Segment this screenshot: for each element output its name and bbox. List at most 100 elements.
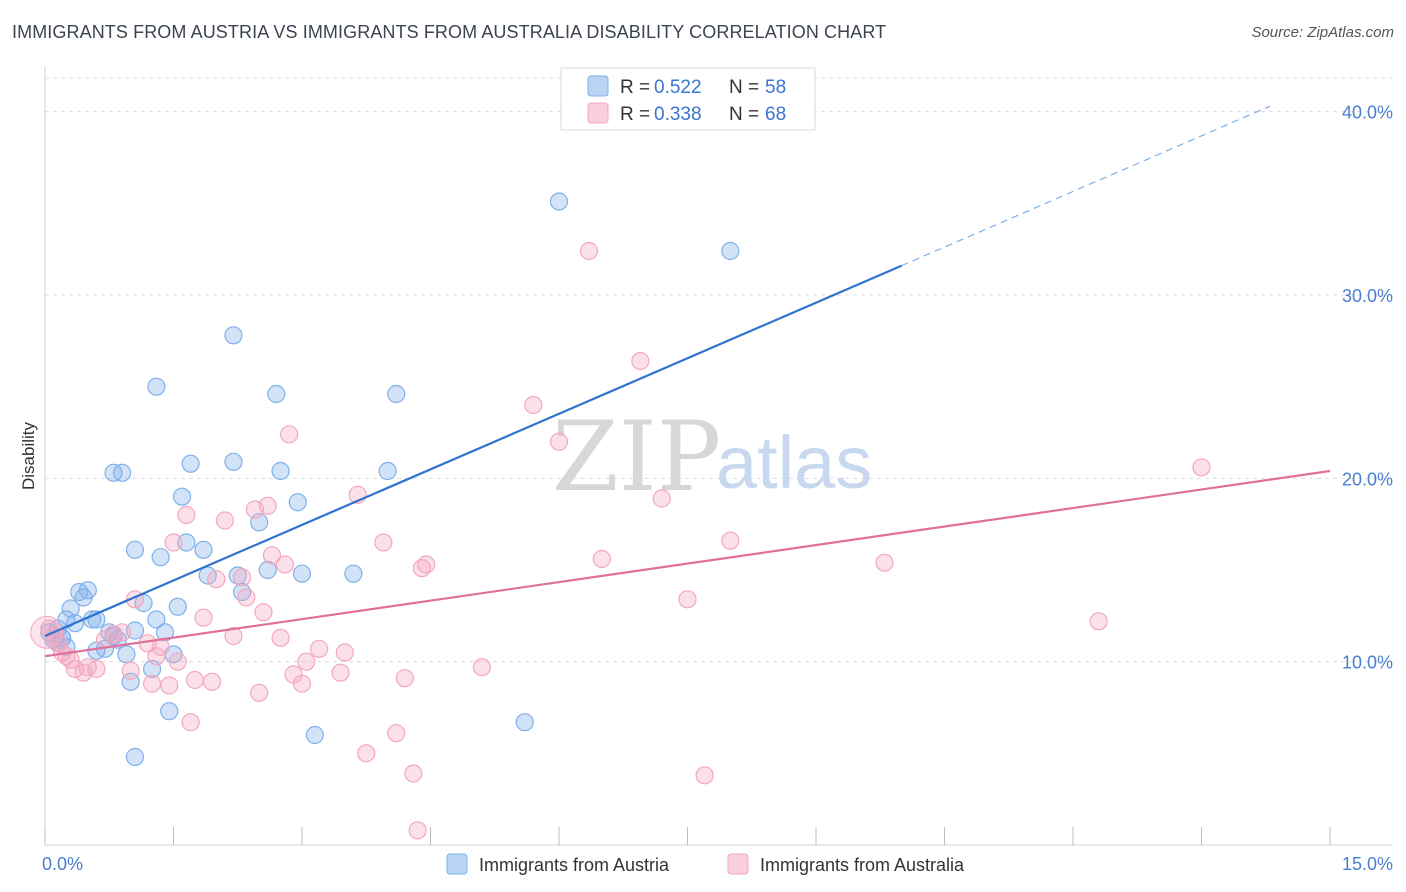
data-point-australia [357, 744, 376, 763]
x-tick-label: 0.0% [42, 854, 83, 874]
y-axis-label: Disability [19, 421, 38, 490]
data-point-australia [579, 241, 599, 261]
data-point-austria [267, 384, 286, 404]
data-point-australia [652, 489, 671, 508]
data-point-australia [1192, 458, 1211, 477]
data-point-austria [271, 461, 290, 481]
data-point-australia [121, 661, 140, 680]
data-point-austria [117, 645, 136, 664]
source-label: Source: ZipAtlas.com [1251, 24, 1394, 41]
data-point-austria [292, 564, 312, 583]
data-point-austria [258, 560, 277, 580]
y-tick-label: 20.0% [1342, 469, 1393, 489]
legend-r-label: R = [620, 104, 650, 125]
data-point-australia [185, 670, 205, 690]
data-point-australia [164, 533, 183, 552]
data-point-australia [142, 674, 162, 693]
data-point-austria [378, 461, 397, 481]
data-point-australia [177, 505, 196, 525]
data-point-austria [147, 610, 166, 629]
data-point-australia [207, 570, 226, 589]
data-point-austria [168, 597, 187, 616]
x-tick-labels: 0.0% 15.0% [42, 854, 1393, 874]
data-point-austria [104, 463, 123, 482]
y-tick-label: 40.0% [1342, 103, 1393, 123]
legend-n-label: N = [729, 104, 759, 125]
data-point-australia [224, 626, 243, 646]
correlation-legend: R = 0.522 N = 58 R = 0.338 N = 68 [560, 67, 816, 131]
data-point-austria [549, 192, 569, 211]
watermark: ZIP atlas [552, 401, 872, 513]
data-points [30, 192, 1211, 840]
watermark-atlas: atlas [716, 421, 872, 504]
data-point-austria [721, 241, 740, 261]
axes [44, 66, 1392, 846]
data-point-austria [224, 452, 243, 471]
data-point-australia [181, 713, 200, 732]
data-point-australia [331, 663, 350, 682]
data-point-australia [335, 643, 354, 662]
data-point-australia [194, 608, 213, 627]
data-point-austria [61, 599, 80, 618]
legend-n-value-austria: 58 [765, 77, 786, 98]
data-point-austria [224, 326, 243, 345]
data-point-austria [151, 548, 170, 567]
data-point-australia [678, 590, 697, 609]
data-point-australia [387, 724, 406, 743]
trend-line-austria-extension [901, 105, 1271, 267]
data-point-australia [280, 425, 299, 444]
data-point-australia [202, 672, 222, 691]
data-point-austria [515, 713, 534, 732]
data-point-austria [344, 564, 363, 583]
legend-swatch-australia [727, 853, 749, 875]
data-point-australia [237, 588, 256, 607]
data-point-australia [168, 652, 187, 671]
data-point-australia [258, 496, 277, 515]
data-point-cluster [30, 615, 64, 649]
data-point-australia [160, 676, 179, 695]
trend-line-austria [44, 264, 903, 638]
legend-n-value-australia: 68 [765, 104, 786, 125]
data-point-australia [232, 568, 252, 587]
data-point-australia [1089, 612, 1108, 631]
trend-line-australia [44, 469, 1331, 658]
data-point-austria [288, 493, 307, 512]
data-point-australia [395, 669, 414, 688]
data-point-australia [592, 549, 611, 569]
legend-swatch-austria [587, 75, 609, 97]
watermark-zip: ZIP [552, 401, 721, 513]
data-point-australia [292, 674, 312, 693]
legend-label-austria: Immigrants from Austria [479, 855, 670, 875]
legend-n-label: N = [729, 77, 759, 98]
data-point-australia [549, 432, 569, 451]
data-point-australia [87, 659, 106, 679]
data-point-austria [155, 623, 175, 642]
data-point-australia [408, 821, 427, 840]
data-point-australia [404, 764, 423, 783]
data-point-australia [631, 351, 650, 371]
legend-label-australia: Immigrants from Australia [760, 855, 965, 875]
data-point-austria [160, 702, 179, 721]
chart-title: IMMIGRANTS FROM AUSTRIA VS IMMIGRANTS FR… [12, 22, 887, 42]
data-point-australia [61, 650, 80, 669]
data-point-austria [194, 540, 213, 559]
x-tick-label: 15.0% [1342, 854, 1393, 874]
data-point-australia [310, 639, 329, 658]
data-point-australia [275, 555, 294, 574]
y-tick-label: 10.0% [1342, 653, 1393, 673]
data-point-australia [262, 546, 282, 565]
legend-swatch-australia [587, 102, 609, 124]
data-point-australia [147, 647, 166, 666]
data-point-australia [875, 553, 894, 572]
data-point-austria [147, 377, 166, 396]
data-point-australia [524, 395, 543, 415]
data-point-austria [172, 487, 192, 506]
legend-swatch-austria [446, 853, 468, 875]
data-point-austria [125, 747, 145, 767]
data-point-austria [177, 533, 196, 552]
data-point-australia [271, 628, 290, 647]
y-tick-label: 30.0% [1342, 286, 1393, 306]
data-point-austria [125, 540, 145, 559]
series-legend: Immigrants from Austria Immigrants from … [446, 853, 965, 875]
